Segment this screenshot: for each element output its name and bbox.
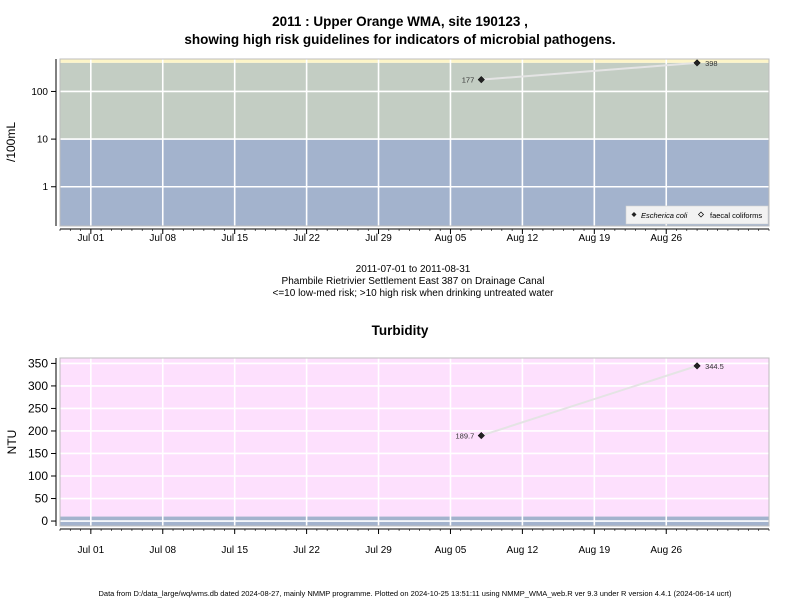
turbidity-x-tick-label: Aug 05 <box>435 545 467 556</box>
ecoli-x-tick-label: Aug 05 <box>435 233 467 244</box>
ecoli-x-tick-label: Jul 08 <box>149 233 176 244</box>
chart-title-line1: 2011 : Upper Orange WMA, site 190123 , <box>272 14 528 29</box>
turbidity-data-point <box>477 431 485 440</box>
ecoli-y-tick-label: 10 <box>37 135 49 146</box>
ecoli-data-point <box>693 59 701 67</box>
turbidity-y-tick-label: 50 <box>35 492 49 506</box>
turbidity-x-tick-label: Jul 08 <box>149 545 176 556</box>
legend-faecal-label: faecal coliforms <box>710 211 762 220</box>
turbidity-data-label: 344.5 <box>705 362 724 371</box>
turbidity-x-tick-label: Jul 29 <box>365 545 392 556</box>
turbidity-data-label: 189.7 <box>456 432 475 441</box>
legend-ecoli-label: Escherica coli <box>641 211 688 220</box>
turbidity-y-tick-label: 100 <box>28 469 48 483</box>
turbidity-y-tick-label: 250 <box>28 402 48 416</box>
turbidity-x-tick-label: Jul 15 <box>221 545 248 556</box>
turbidity-y-axis-title: NTU <box>5 430 19 455</box>
legend-box <box>625 205 769 225</box>
ecoli-x-tick-label: Jul 29 <box>365 233 392 244</box>
turbidity-risk-band-1 <box>60 358 769 517</box>
ecoli-data-point <box>477 75 485 84</box>
turbidity-x-tick-label: Aug 12 <box>507 545 539 556</box>
turbidity-y-tick-label: 200 <box>28 424 48 438</box>
turbidity-y-tick-label: 350 <box>28 357 48 371</box>
date-range-caption: 2011-07-01 to 2011-08-31 <box>355 264 471 275</box>
turbidity-x-tick-label: Jul 01 <box>77 545 104 556</box>
ecoli-x-tick-label: Aug 19 <box>578 233 610 244</box>
ecoli-y-tick-label: 1 <box>42 182 48 193</box>
turbidity-y-tick-label: 0 <box>41 514 48 528</box>
risk-guideline-caption: <=10 low-med risk; >10 high risk when dr… <box>272 288 554 299</box>
data-source-footer: Data from D:/data_large/wq/wms.db dated … <box>98 589 732 598</box>
turbidity-x-tick-label: Jul 22 <box>293 545 320 556</box>
turbidity-title: Turbidity <box>371 323 429 338</box>
ecoli-x-tick-label: Aug 12 <box>507 233 539 244</box>
site-description-caption: Phambile Rietrivier Settlement East 387 … <box>281 276 545 287</box>
ecoli-x-tick-label: Jul 15 <box>221 233 248 244</box>
ecoli-risk-band-1 <box>60 62 769 140</box>
turbidity-plot-frame <box>59 357 770 527</box>
ecoli-plot-frame <box>59 58 770 227</box>
ecoli-risk-band-2 <box>60 59 769 63</box>
legend-faecal-symbol <box>698 211 704 218</box>
turbidity-data-point <box>693 362 701 370</box>
ecoli-x-tick-label: Jul 22 <box>293 233 320 244</box>
legend-ecoli-symbol <box>631 212 637 217</box>
chart-title-line2: showing high risk guidelines for indicat… <box>184 32 616 47</box>
ecoli-data-label: 398 <box>705 59 718 68</box>
ecoli-x-tick-label: Jul 01 <box>77 233 104 244</box>
ecoli-data-label: 177 <box>462 76 475 85</box>
ecoli-series-line <box>481 61 698 81</box>
turbidity-x-tick-label: Aug 26 <box>650 545 682 556</box>
ecoli-y-tick-label: 100 <box>31 87 48 98</box>
ecoli-y-axis-title: /100mL <box>4 122 18 162</box>
turbidity-y-tick-label: 150 <box>28 447 48 461</box>
turbidity-x-tick-label: Aug 19 <box>578 545 610 556</box>
ecoli-x-tick-label: Aug 26 <box>650 233 682 244</box>
turbidity-series-line <box>480 364 698 437</box>
turbidity-y-tick-label: 300 <box>28 379 48 393</box>
